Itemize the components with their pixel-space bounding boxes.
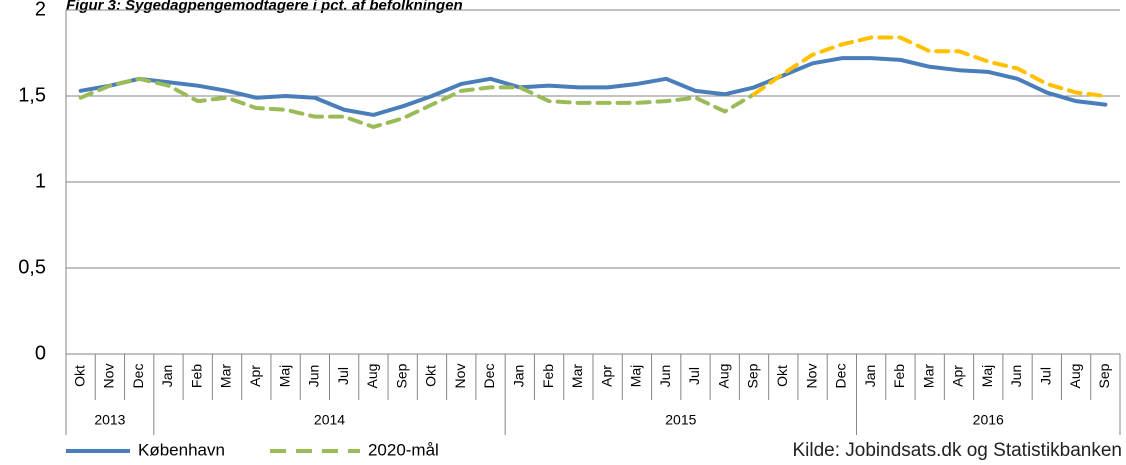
x-tick-label: Feb [891,364,907,388]
x-tick-label: Feb [540,364,556,388]
x-tick-label: Mar [920,364,936,388]
x-tick-label: Okt [423,365,439,387]
x-tick-label: Jul [1038,367,1054,385]
x-tick-label: Mar [218,364,234,388]
year-label: 2016 [973,412,1004,428]
x-tick-label: Nov [803,364,819,389]
x-tick-label: Okt [71,365,87,387]
y-tick-label: 2 [35,0,46,20]
y-tick-label: 1 [35,170,46,192]
x-tick-label: Jun [1008,365,1024,388]
series-line [752,35,1108,98]
x-tick-label: Jun [657,365,673,388]
x-tick-label: Maj [276,365,292,388]
x-tick-label: Okt [774,365,790,387]
series-line [78,56,1108,117]
source: Kilde: Jobindsats.dk og Statistikbanken [792,440,1122,461]
x-tick-label: Apr [247,365,263,387]
x-tick-label: Sep [1096,363,1112,388]
legend-label: København [138,440,225,459]
y-tick-label: 0 [35,342,46,364]
x-tick-label: Jul [686,367,702,385]
legend-label: 2020-mål [368,440,439,459]
x-tick-label: Jan [159,365,175,388]
x-tick-label: Jan [511,365,527,388]
year-label: 2014 [314,412,345,428]
x-tick-label: Mar [569,364,585,388]
year-label: 2015 [665,412,696,428]
x-tick-label: Jan [862,365,878,388]
x-tick-label: Aug [1067,364,1083,389]
x-tick-label: Dec [130,364,146,389]
x-tick-label: Feb [188,364,204,388]
x-tick-label: Dec [481,364,497,389]
x-tick-label: Apr [950,365,966,387]
x-tick-label: Jun [306,365,322,388]
y-tick-label: 1,5 [18,84,46,106]
x-tick-label: Aug [364,364,380,389]
x-tick-label: Nov [452,364,468,389]
x-tick-label: Sep [393,363,409,388]
x-tick-label: Maj [979,365,995,388]
x-tick-label: Sep [745,363,761,388]
x-tick-label: Maj [628,365,644,388]
chart-title: Figur 3: Sygedagpengemodtagere i pct. af… [66,0,463,14]
x-tick-label: Aug [715,364,731,389]
series-line [78,76,757,129]
year-label: 2013 [94,412,125,428]
x-tick-label: Nov [101,364,117,389]
x-tick-label: Dec [833,364,849,389]
x-tick-label: Jul [335,367,351,385]
y-tick-label: 0,5 [18,256,46,278]
x-tick-label: Apr [598,365,614,387]
